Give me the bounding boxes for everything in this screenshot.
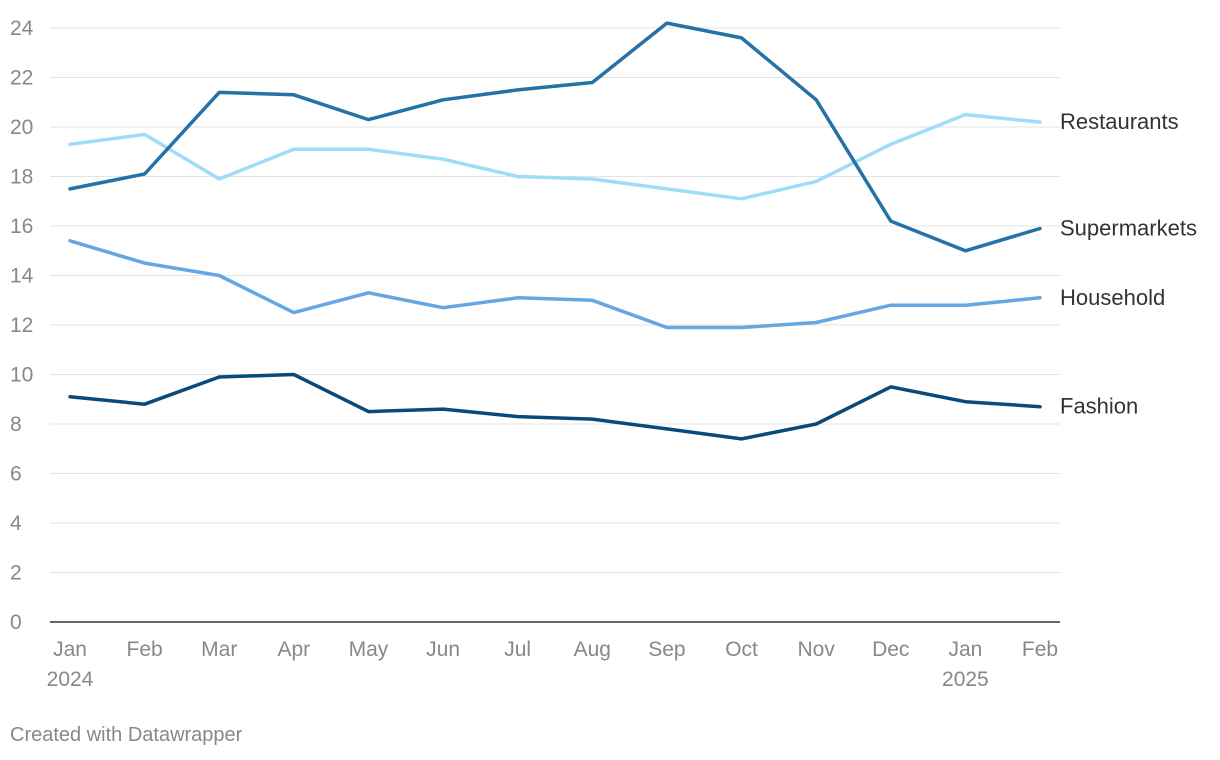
y-tick-label: 24: [10, 17, 34, 40]
x-year-label: 2024: [47, 668, 94, 691]
series-label-supermarkets: Supermarkets: [1060, 215, 1197, 240]
x-tick-label: Oct: [725, 638, 758, 661]
series-line-restaurants: [68, 112, 1042, 201]
x-tick-label: Sep: [648, 638, 685, 661]
series-line-supermarkets: [68, 21, 1042, 253]
x-tick-label: Feb: [1022, 638, 1058, 661]
x-tick-label: Apr: [278, 638, 311, 661]
y-tick-label: 22: [10, 67, 33, 90]
footer-credit: Created with Datawrapper: [10, 724, 243, 746]
series-line-household: [68, 239, 1042, 330]
y-tick-label: 10: [10, 364, 33, 387]
y-tick-label: 8: [10, 413, 22, 436]
y-tick-label: 4: [10, 512, 22, 535]
y-tick-label: 2: [10, 562, 22, 585]
y-tick-label: 20: [10, 116, 33, 139]
series-label-fashion: Fashion: [1060, 394, 1138, 419]
x-tick-label: Jan: [948, 638, 982, 661]
y-tick-label: 18: [10, 166, 33, 189]
series-line-fashion: [68, 372, 1042, 441]
x-tick-label: Jun: [426, 638, 460, 661]
y-tick-label: 0: [10, 611, 22, 634]
series-label-household: Household: [1060, 285, 1165, 310]
y-tick-label: 6: [10, 463, 22, 486]
y-tick-label: 16: [10, 215, 33, 238]
x-tick-label: Aug: [574, 638, 611, 661]
y-tick-label: 14: [10, 265, 34, 288]
series-label-restaurants: Restaurants: [1060, 109, 1179, 134]
x-tick-label: Nov: [797, 638, 835, 661]
x-tick-label: Jul: [504, 638, 531, 661]
x-tick-label: Dec: [872, 638, 909, 661]
x-tick-label: Mar: [201, 638, 237, 661]
x-year-label: 2025: [942, 668, 989, 691]
y-tick-label: 12: [10, 314, 33, 337]
x-tick-label: May: [349, 638, 389, 661]
x-tick-label: Feb: [127, 638, 163, 661]
x-tick-label: Jan: [53, 638, 87, 661]
